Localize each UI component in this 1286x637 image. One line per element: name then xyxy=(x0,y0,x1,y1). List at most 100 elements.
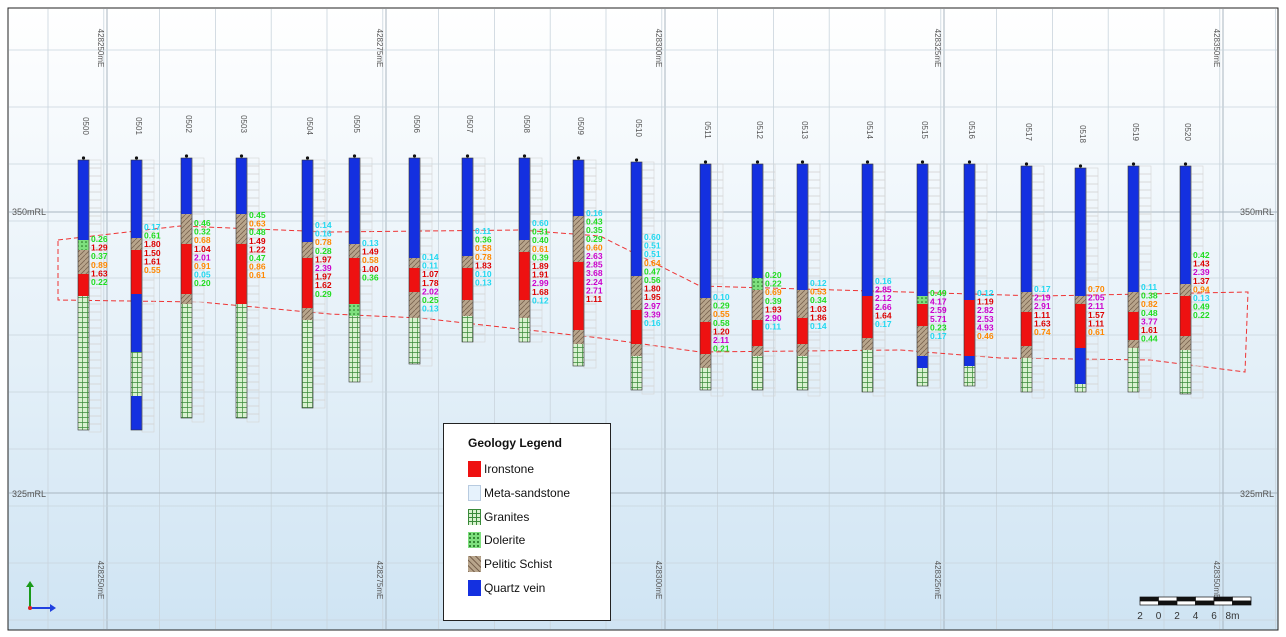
collar-marker xyxy=(755,160,760,164)
assay-value: 0.13 xyxy=(1193,293,1210,303)
collar-marker xyxy=(576,156,581,160)
assay-value: 0.48 xyxy=(249,227,266,237)
lithology-interval xyxy=(1075,384,1086,392)
drill-hole: 0517 0.172.192.911.111.630.74 xyxy=(1020,123,1051,399)
collar-marker xyxy=(239,154,244,158)
assay-value: 0.89 xyxy=(91,260,108,270)
lithology-interval xyxy=(78,240,89,250)
assay-value: 0.51 xyxy=(644,249,661,259)
assay-value: 0.13 xyxy=(422,304,439,314)
collar-marker xyxy=(800,160,805,164)
lithology-interval xyxy=(862,350,873,392)
collar-marker xyxy=(1183,162,1188,166)
hole-id-label: 0515 xyxy=(920,121,929,139)
lithology-interval xyxy=(917,356,928,368)
drill-hole: 0503 0.450.630.481.491.220.470.860.61 xyxy=(235,115,266,423)
assay-value: 0.58 xyxy=(713,318,730,328)
assay-value: 0.78 xyxy=(475,252,492,262)
hole-trace xyxy=(963,163,976,387)
lithology-interval xyxy=(917,296,928,304)
assay-value: 0.13 xyxy=(362,238,379,248)
drill-hole: 0516 0.121.192.822.534.930.46 xyxy=(963,121,994,389)
collar-marker xyxy=(634,158,639,162)
ironstone-swatch-icon xyxy=(468,461,481,477)
assay-value: 1.83 xyxy=(475,260,492,270)
hole-trace xyxy=(572,159,585,367)
assay-value: 0.16 xyxy=(644,318,661,328)
drill-hole: 05100.600.510.510.640.470.561.801.952.97… xyxy=(630,119,661,395)
hole-trace xyxy=(301,159,314,409)
scale-tick-label: 8m xyxy=(1226,611,1240,622)
rl-label-left: 350mRL xyxy=(12,207,46,217)
assay-value: 0.58 xyxy=(475,243,492,253)
assay-value: 2.02 xyxy=(422,286,439,296)
lithology-interval xyxy=(349,304,360,316)
lithology-interval xyxy=(78,274,89,296)
assay-value: 1.80 xyxy=(644,284,661,294)
drill-hole: 0514 0.162.852.122.661.640.17 xyxy=(861,121,892,397)
lithology-interval xyxy=(1128,312,1139,340)
assay-value: 0.34 xyxy=(810,295,827,305)
lithology-interval xyxy=(181,244,192,294)
assay-value: 0.69 xyxy=(765,287,782,297)
assay-value: 2.66 xyxy=(875,302,892,312)
hole-id-label: 0511 xyxy=(703,121,712,139)
lithology-interval xyxy=(964,164,975,300)
assay-value: 1.97 xyxy=(315,272,332,282)
lithology-interval xyxy=(1075,296,1086,304)
easting-label-bottom: 428300mE xyxy=(654,561,663,600)
assay-value: 1.03 xyxy=(810,304,827,314)
assay-value: 1.62 xyxy=(315,280,332,290)
collar-marker xyxy=(920,160,925,164)
assay-value: 0.14 xyxy=(810,321,827,331)
assay-value: 0.68 xyxy=(194,235,211,245)
assay-value: 2.59 xyxy=(930,305,947,315)
lithology-interval xyxy=(236,214,247,244)
assay-value: 0.23 xyxy=(930,322,947,332)
scale-tick-label: 4 xyxy=(1193,611,1199,622)
legend-label: Quartz vein xyxy=(484,581,546,595)
assay-value: 1.19 xyxy=(977,297,994,307)
lithology-interval xyxy=(1128,340,1139,348)
lithology-interval xyxy=(1180,166,1191,284)
easting-label-top: 428350mE xyxy=(1212,29,1221,68)
lithology-interval xyxy=(1021,346,1032,358)
lithology-interval xyxy=(700,368,711,390)
assay-value: 0.38 xyxy=(1141,291,1158,301)
legend-item-quartz-vein: Quartz vein xyxy=(468,580,545,596)
hole-trace xyxy=(348,157,361,383)
lithology-interval xyxy=(1180,296,1191,336)
assay-value: 0.55 xyxy=(713,309,730,319)
lithology-interval xyxy=(131,160,142,238)
assay-value: 2.97 xyxy=(644,301,661,311)
legend-label: Pelitic Schist xyxy=(484,557,553,571)
sample-interval xyxy=(1031,389,1045,399)
assay-value: 1.11 xyxy=(586,294,602,304)
assay-value: 0.40 xyxy=(532,235,549,245)
assay-value: 0.86 xyxy=(249,262,266,272)
hole-trace xyxy=(1179,165,1192,395)
lithology-interval xyxy=(409,292,420,318)
assay-value: 2.39 xyxy=(315,263,332,273)
assay-value: 0.10 xyxy=(713,292,730,302)
easting-label-bottom: 428325mE xyxy=(933,561,942,600)
assay-value: 0.17 xyxy=(144,222,161,232)
lithology-interval xyxy=(519,318,530,342)
drill-hole: 0508 0.600.310.400.610.391.891.912.991.68… xyxy=(518,115,549,343)
hole-id-label: 0517 xyxy=(1024,123,1033,141)
hole-trace xyxy=(518,157,531,343)
assay-value: 0.28 xyxy=(315,246,332,256)
assay-value: 0.51 xyxy=(644,241,661,251)
assay-value: 1.07 xyxy=(422,269,439,279)
assay-value: 2.63 xyxy=(586,251,603,261)
assay-value: 1.20 xyxy=(713,326,730,336)
hole-id-label: 0505 xyxy=(352,115,361,133)
assay-value: 0.22 xyxy=(91,277,108,287)
hole-id-label: 0510 xyxy=(634,119,643,137)
assay-value: 0.12 xyxy=(810,278,827,288)
hole-trace xyxy=(630,161,643,391)
assay-value: 3.77 xyxy=(1141,316,1158,326)
lithology-interval xyxy=(752,164,763,278)
rl-label-right: 350mRL xyxy=(1240,207,1274,217)
hole-trace xyxy=(699,163,712,391)
